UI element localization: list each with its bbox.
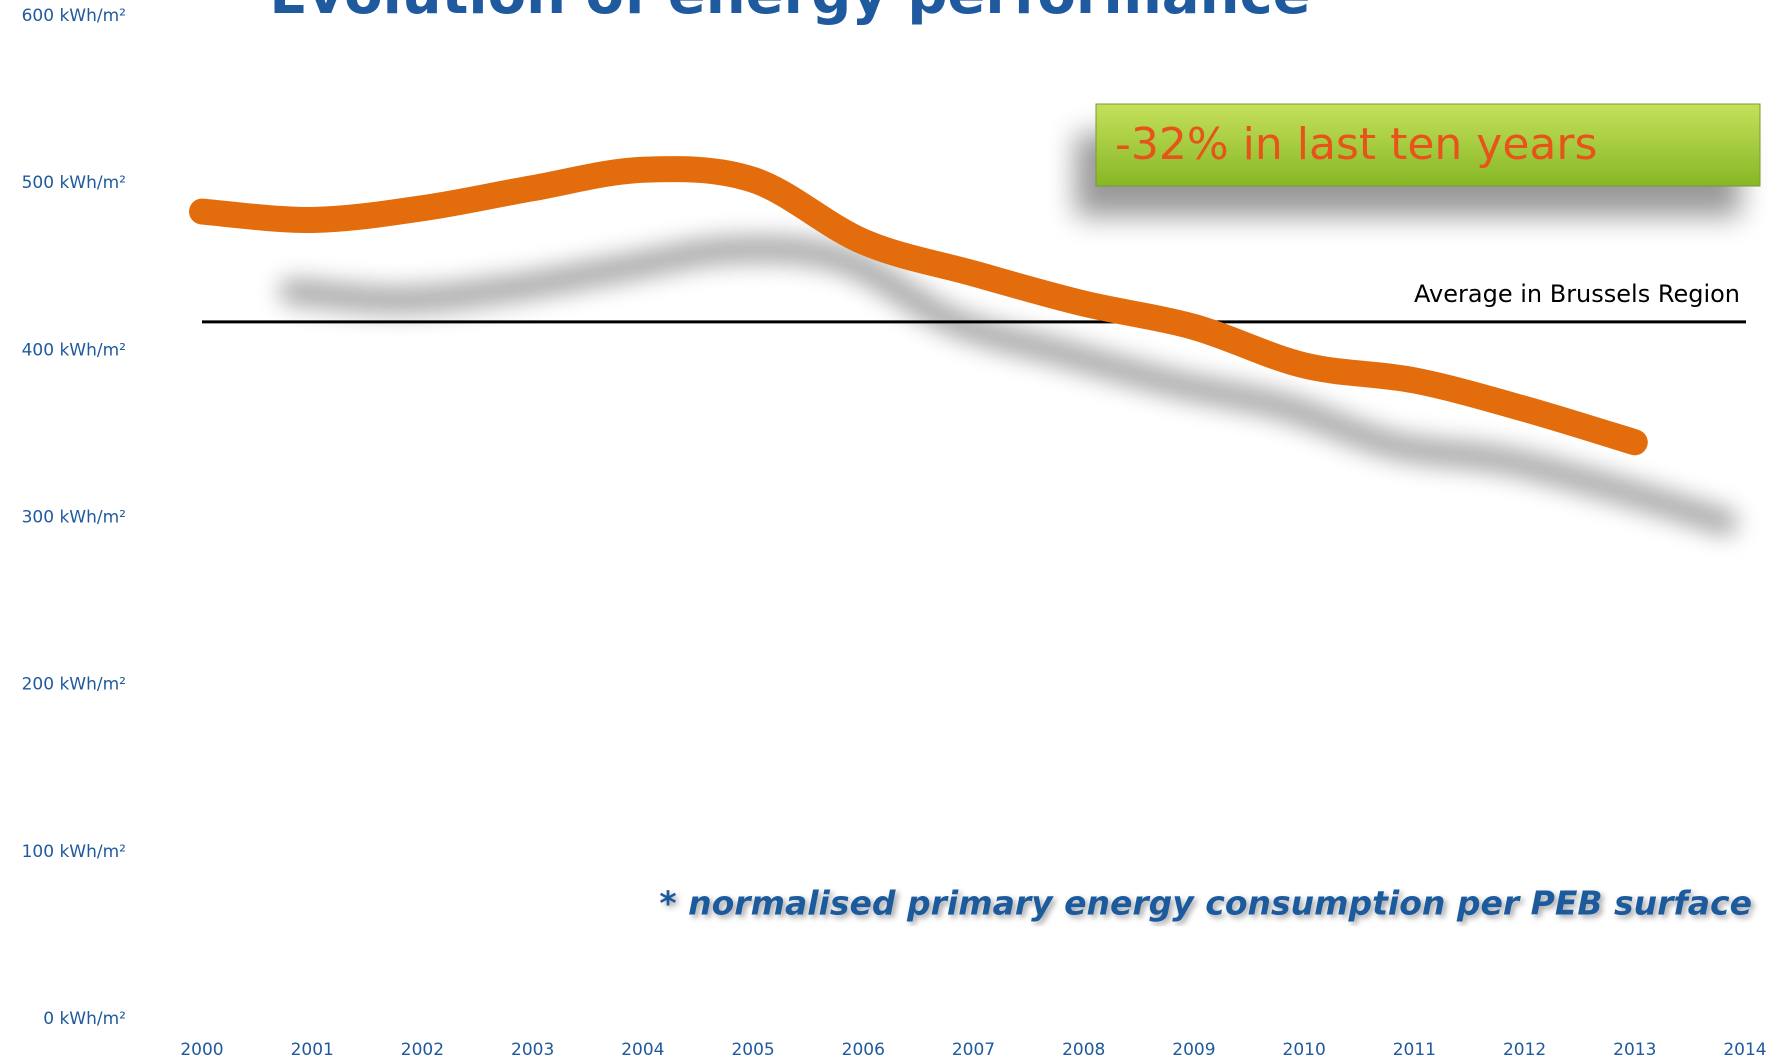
footnote: * normalised primary energy consumption …: [659, 884, 1752, 923]
x-tick-label: 2012: [1503, 1040, 1546, 1060]
x-tick-label: 2008: [1062, 1040, 1105, 1060]
y-tick-label: 600 kWh/m²: [22, 6, 126, 26]
x-tick-label: 2009: [1172, 1040, 1215, 1060]
y-tick-label: 400 kWh/m²: [22, 340, 126, 360]
callout: -32% in last ten years: [1115, 119, 1597, 170]
reference-label: Average in Brussels Region: [1414, 280, 1740, 308]
x-tick-label: 2000: [180, 1040, 223, 1060]
line-series: [189, 156, 1648, 456]
y-tick-label: 500 kWh/m²: [22, 173, 126, 193]
x-tick-label: 2010: [1283, 1040, 1326, 1060]
x-tick-label: 2003: [511, 1040, 554, 1060]
y-tick-label: 200 kWh/m²: [22, 675, 126, 695]
x-tick-label: 2006: [842, 1040, 885, 1060]
chart-title: Evolution of energy performance: [269, 0, 1310, 27]
x-tick-label: 2011: [1393, 1040, 1436, 1060]
x-tick-label: 2002: [401, 1040, 444, 1060]
x-tick-label: 2005: [731, 1040, 774, 1060]
callout-box: [1095, 103, 1761, 187]
x-tick-label: 2013: [1613, 1040, 1656, 1060]
x-tick-label: 2007: [952, 1040, 995, 1060]
x-tick-label: 2001: [291, 1040, 334, 1060]
y-tick-label: 0 kWh/m²: [43, 1009, 126, 1029]
x-tick-label: 2004: [621, 1040, 664, 1060]
y-tick-label: 300 kWh/m²: [22, 508, 126, 528]
x-tick-label: 2014: [1723, 1040, 1766, 1060]
y-tick-label: 100 kWh/m²: [22, 842, 126, 862]
